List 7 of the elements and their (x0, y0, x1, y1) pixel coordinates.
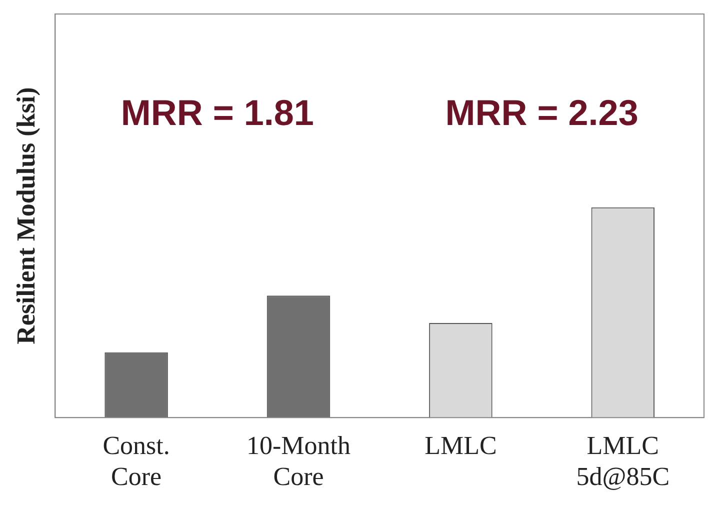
text: MRR = 2.23 (445, 92, 638, 133)
x-tick-label: LMLC (424, 431, 497, 460)
y-axis-title: Resilient Modulus (ksi) (11, 87, 40, 344)
x-tick-label: Const. Core (102, 431, 170, 492)
x-tick-label: LMLC 5d@85C (576, 431, 670, 492)
x-tick-label: 10-Month Core (246, 431, 350, 492)
text: MRR = 1.81 (120, 92, 314, 133)
